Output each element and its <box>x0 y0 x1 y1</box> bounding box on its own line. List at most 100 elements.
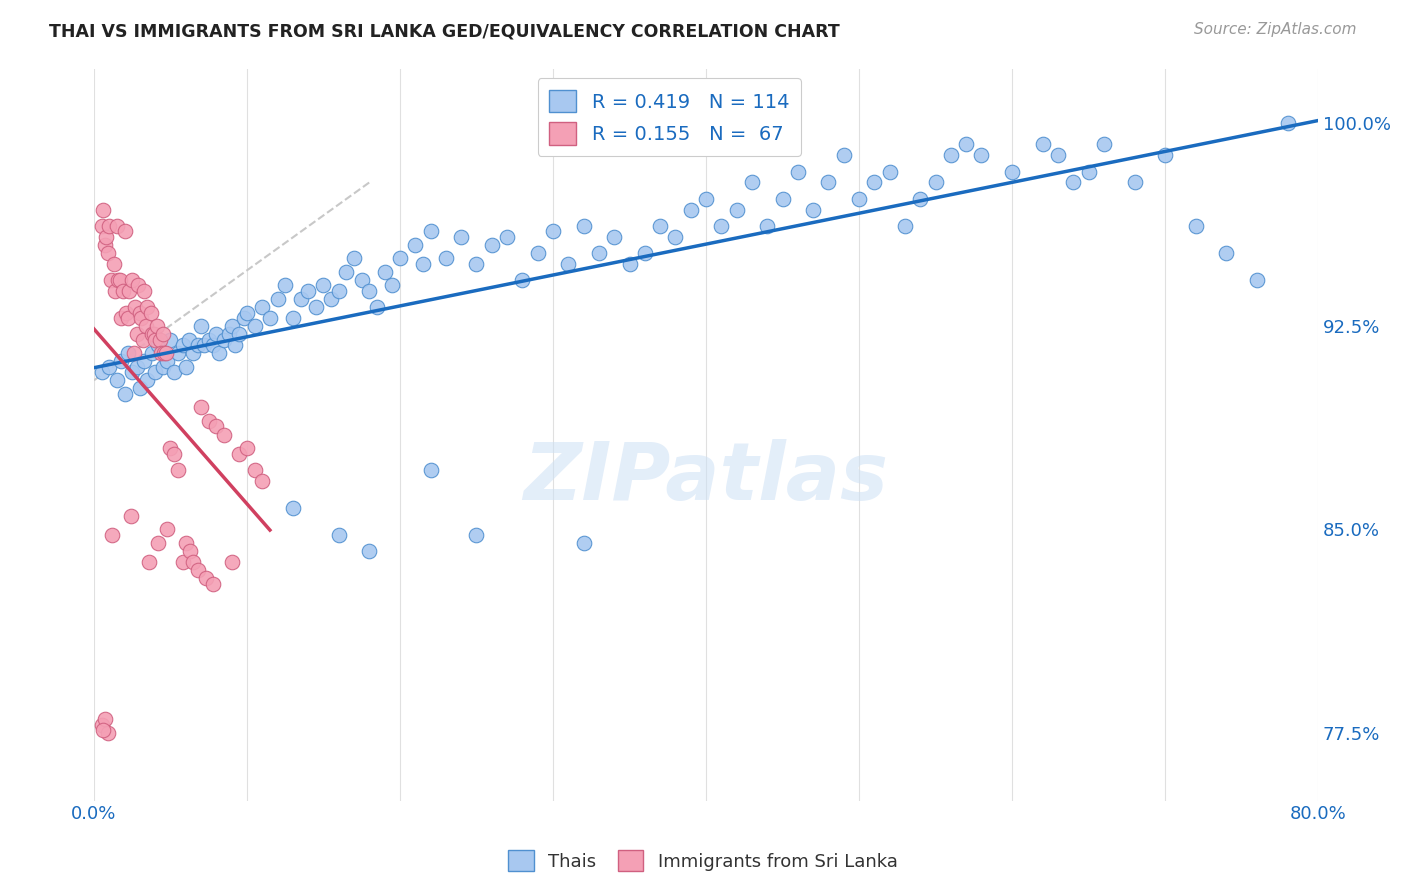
Point <box>481 237 503 252</box>
Point <box>152 359 174 374</box>
Point <box>243 319 266 334</box>
Point <box>412 257 434 271</box>
Point <box>1092 137 1115 152</box>
Point <box>134 354 156 368</box>
Point <box>111 284 134 298</box>
Point <box>710 219 733 233</box>
Point <box>202 576 225 591</box>
Point <box>110 310 132 325</box>
Point <box>419 463 441 477</box>
Point <box>90 717 112 731</box>
Point <box>120 508 142 523</box>
Text: THAI VS IMMIGRANTS FROM SRI LANKA GED/EQUIVALENCY CORRELATION CHART: THAI VS IMMIGRANTS FROM SRI LANKA GED/EQ… <box>49 22 839 40</box>
Point <box>105 373 128 387</box>
Point <box>110 354 132 368</box>
Point <box>1215 246 1237 260</box>
Point <box>335 265 357 279</box>
Point <box>695 192 717 206</box>
Point <box>1123 175 1146 189</box>
Point <box>114 224 136 238</box>
Point <box>205 327 228 342</box>
Point <box>90 365 112 379</box>
Point <box>679 202 702 217</box>
Point <box>619 257 641 271</box>
Point <box>970 148 993 162</box>
Point <box>588 246 610 260</box>
Point <box>183 346 205 360</box>
Point <box>187 338 209 352</box>
Point <box>97 246 120 260</box>
Point <box>359 284 381 298</box>
Point <box>108 273 131 287</box>
Point <box>236 441 259 455</box>
Point <box>172 338 194 352</box>
Point <box>143 333 166 347</box>
Point <box>141 346 163 360</box>
Point <box>817 175 839 189</box>
Point <box>725 202 748 217</box>
Point <box>801 202 824 217</box>
Point <box>512 273 534 287</box>
Point <box>124 300 146 314</box>
Point <box>366 300 388 314</box>
Point <box>105 219 128 233</box>
Point <box>91 202 114 217</box>
Point <box>174 536 197 550</box>
Point <box>156 354 179 368</box>
Point <box>193 338 215 352</box>
Point <box>465 528 488 542</box>
Point <box>526 246 548 260</box>
Point <box>281 500 304 515</box>
Point <box>98 219 121 233</box>
Point <box>404 237 426 252</box>
Point <box>221 319 243 334</box>
Text: ZIPatlas: ZIPatlas <box>523 440 889 517</box>
Point <box>634 246 657 260</box>
Point <box>150 346 173 360</box>
Point <box>756 219 779 233</box>
Point <box>496 229 519 244</box>
Point <box>117 346 139 360</box>
Point <box>955 137 977 152</box>
Point <box>419 224 441 238</box>
Point <box>1077 164 1099 178</box>
Point <box>90 219 112 233</box>
Point <box>197 414 219 428</box>
Point <box>97 726 120 740</box>
Point <box>141 327 163 342</box>
Point <box>194 571 217 585</box>
Point <box>138 555 160 569</box>
Point <box>117 310 139 325</box>
Point <box>232 310 254 325</box>
Point <box>328 528 350 542</box>
Point <box>93 237 115 252</box>
Point <box>664 229 686 244</box>
Point <box>139 305 162 319</box>
Point <box>359 544 381 558</box>
Point <box>136 300 159 314</box>
Point <box>125 359 148 374</box>
Point <box>155 346 177 360</box>
Point <box>1246 273 1268 287</box>
Point <box>1277 116 1299 130</box>
Point <box>114 387 136 401</box>
Point <box>142 327 165 342</box>
Point <box>134 284 156 298</box>
Point <box>118 284 141 298</box>
Point <box>541 224 564 238</box>
Point <box>143 365 166 379</box>
Point <box>266 292 288 306</box>
Point <box>924 175 946 189</box>
Point <box>122 346 145 360</box>
Point <box>772 192 794 206</box>
Point <box>863 175 886 189</box>
Point <box>910 192 932 206</box>
Point <box>328 284 350 298</box>
Point <box>848 192 870 206</box>
Point <box>156 523 179 537</box>
Point <box>236 305 259 319</box>
Point <box>281 310 304 325</box>
Point <box>297 284 319 298</box>
Point <box>177 333 200 347</box>
Legend: R = 0.419   N = 114, R = 0.155   N =  67: R = 0.419 N = 114, R = 0.155 N = 67 <box>537 78 801 156</box>
